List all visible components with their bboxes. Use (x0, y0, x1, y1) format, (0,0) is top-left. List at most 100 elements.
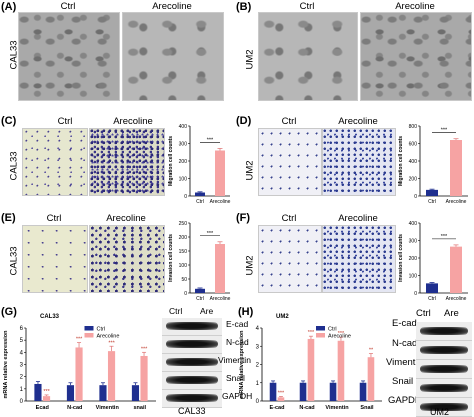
bar (66, 385, 75, 401)
bar (195, 192, 205, 196)
bar (107, 351, 116, 401)
y-tick-label: 200 (409, 256, 418, 262)
y-tick-label: 100 (179, 176, 188, 182)
micrograph-b-arecoline (360, 12, 472, 101)
y-tick-label: 1 (20, 387, 24, 393)
y-axis-label: mRNA relative expression (3, 330, 9, 399)
significance-label: ** (369, 348, 374, 354)
legend-label: Ctrl (328, 327, 337, 333)
y-tick-label: 250 (179, 221, 188, 227)
x-tick-label: Ctrl (428, 296, 436, 302)
legend-label: Arecoline (97, 334, 120, 340)
header-ctrl-a: Ctrl (60, 1, 76, 12)
bar (42, 396, 51, 401)
y-tick-label: 0 (256, 399, 260, 405)
significance-label: *** (207, 231, 214, 237)
transwell-e-ctrl (22, 225, 88, 293)
significance-label: *** (76, 337, 83, 343)
x-tick-label: Arecoline (446, 296, 467, 302)
transwell-c-ctrl (22, 128, 88, 196)
chart-title: UM2 (276, 314, 289, 320)
x-tick-label: Arecoline (446, 199, 467, 205)
y-tick-label: 0 (414, 194, 417, 200)
wb-row-label: Snail (392, 376, 414, 387)
y-tick-label: 4 (20, 350, 24, 356)
bar (140, 355, 148, 401)
wb-header-are-g: Are (200, 306, 214, 316)
wb-row-label: Vimentin (218, 355, 251, 365)
micrograph-a-arecoline (122, 12, 224, 101)
significance-label: *** (441, 128, 448, 134)
y-tick-label: 300 (409, 238, 418, 244)
header-treat-f: Arecoline (338, 213, 378, 224)
bar (337, 340, 345, 401)
cell-line-label-b: UM2 (244, 49, 256, 70)
x-tick-label: Arecoline (210, 296, 231, 302)
transwell-f-arecoline (322, 225, 396, 293)
wb-lane-g-3 (162, 354, 222, 372)
y-tick-label: 100 (409, 273, 418, 279)
wb-row-label: GAPDH (222, 391, 253, 401)
significance-label: *** (338, 331, 345, 337)
y-tick-label: 600 (409, 141, 418, 147)
chart-d: 0 200 400 600 800 Migration cell counts Ctrl Ar… (398, 124, 468, 205)
x-tick-label: snail (133, 405, 146, 411)
x-tick-label: E-cad (270, 405, 285, 411)
y-axis-label: Invasion cell counts (398, 234, 404, 282)
wb-row-label: Snail (226, 373, 245, 383)
y-tick-label: 400 (409, 159, 418, 165)
bar (131, 385, 140, 401)
chart-c: 0 100 200 300 400 Migration cell counts Ctrl Ar… (168, 124, 231, 205)
bar (329, 382, 337, 401)
micrograph-a-ctrl (18, 12, 120, 101)
y-axis-label: Migration cell counts (168, 136, 174, 186)
panel-label-h: (H) (238, 306, 254, 318)
wb-row-label: E-cad (392, 318, 417, 329)
y-tick-label: 0 (184, 194, 187, 200)
y-tick-label: 2 (20, 375, 24, 381)
bar (359, 382, 367, 401)
y-tick-label: 300 (179, 141, 188, 147)
header-ctrl-c: Ctrl (57, 116, 73, 127)
y-tick-label: 4 (256, 326, 260, 332)
wb-row-label: N-cad (226, 337, 249, 347)
x-tick-label: N-cad (299, 405, 314, 411)
header-treat-b: Arecoline (395, 1, 435, 12)
chart-e: 0 50 100 150 200 250 Invasion cell counts Ctrl A… (168, 221, 231, 302)
y-tick-label: 400 (179, 124, 188, 130)
y-tick-label: 200 (179, 159, 188, 165)
wb-row-label: N-cad (392, 338, 418, 349)
y-tick-label: 0 (184, 291, 187, 297)
bar (269, 382, 277, 401)
significance-label: *** (308, 330, 315, 336)
y-tick-label: 3 (256, 344, 260, 350)
y-tick-label: 2 (256, 363, 260, 369)
header-ctrl-e: Ctrl (46, 213, 62, 224)
y-tick-label: 150 (179, 249, 188, 255)
wb-row-label: Vimentin (386, 357, 423, 368)
bar (215, 150, 225, 196)
wb-row-label: E-cad (226, 319, 249, 329)
micrograph-b-ctrl (258, 12, 358, 101)
western-blot-g: Ctrl Are (162, 306, 234, 408)
wb-lane-g-4 (162, 372, 222, 390)
y-tick-label: 0 (20, 399, 24, 405)
wb-lane-g-5 (162, 390, 222, 408)
bar (195, 288, 205, 293)
legend-swatch (84, 333, 94, 338)
bar (99, 385, 107, 401)
legend-swatch (316, 326, 325, 331)
y-tick-label: 400 (409, 221, 418, 227)
bar (426, 283, 438, 293)
y-tick-label: 0 (414, 291, 417, 297)
bar (307, 338, 315, 401)
wb-lane-g-2 (162, 336, 222, 354)
cell-line-label-c: CAL33 (8, 151, 20, 181)
y-tick-label: 6 (20, 326, 24, 332)
bar (277, 397, 285, 401)
panel-label-d: (D) (236, 115, 252, 127)
bar (215, 244, 225, 293)
legend-swatch (316, 333, 325, 338)
y-axis-label: Invasion cell counts (168, 234, 174, 282)
x-tick-label: Snail (360, 405, 374, 411)
